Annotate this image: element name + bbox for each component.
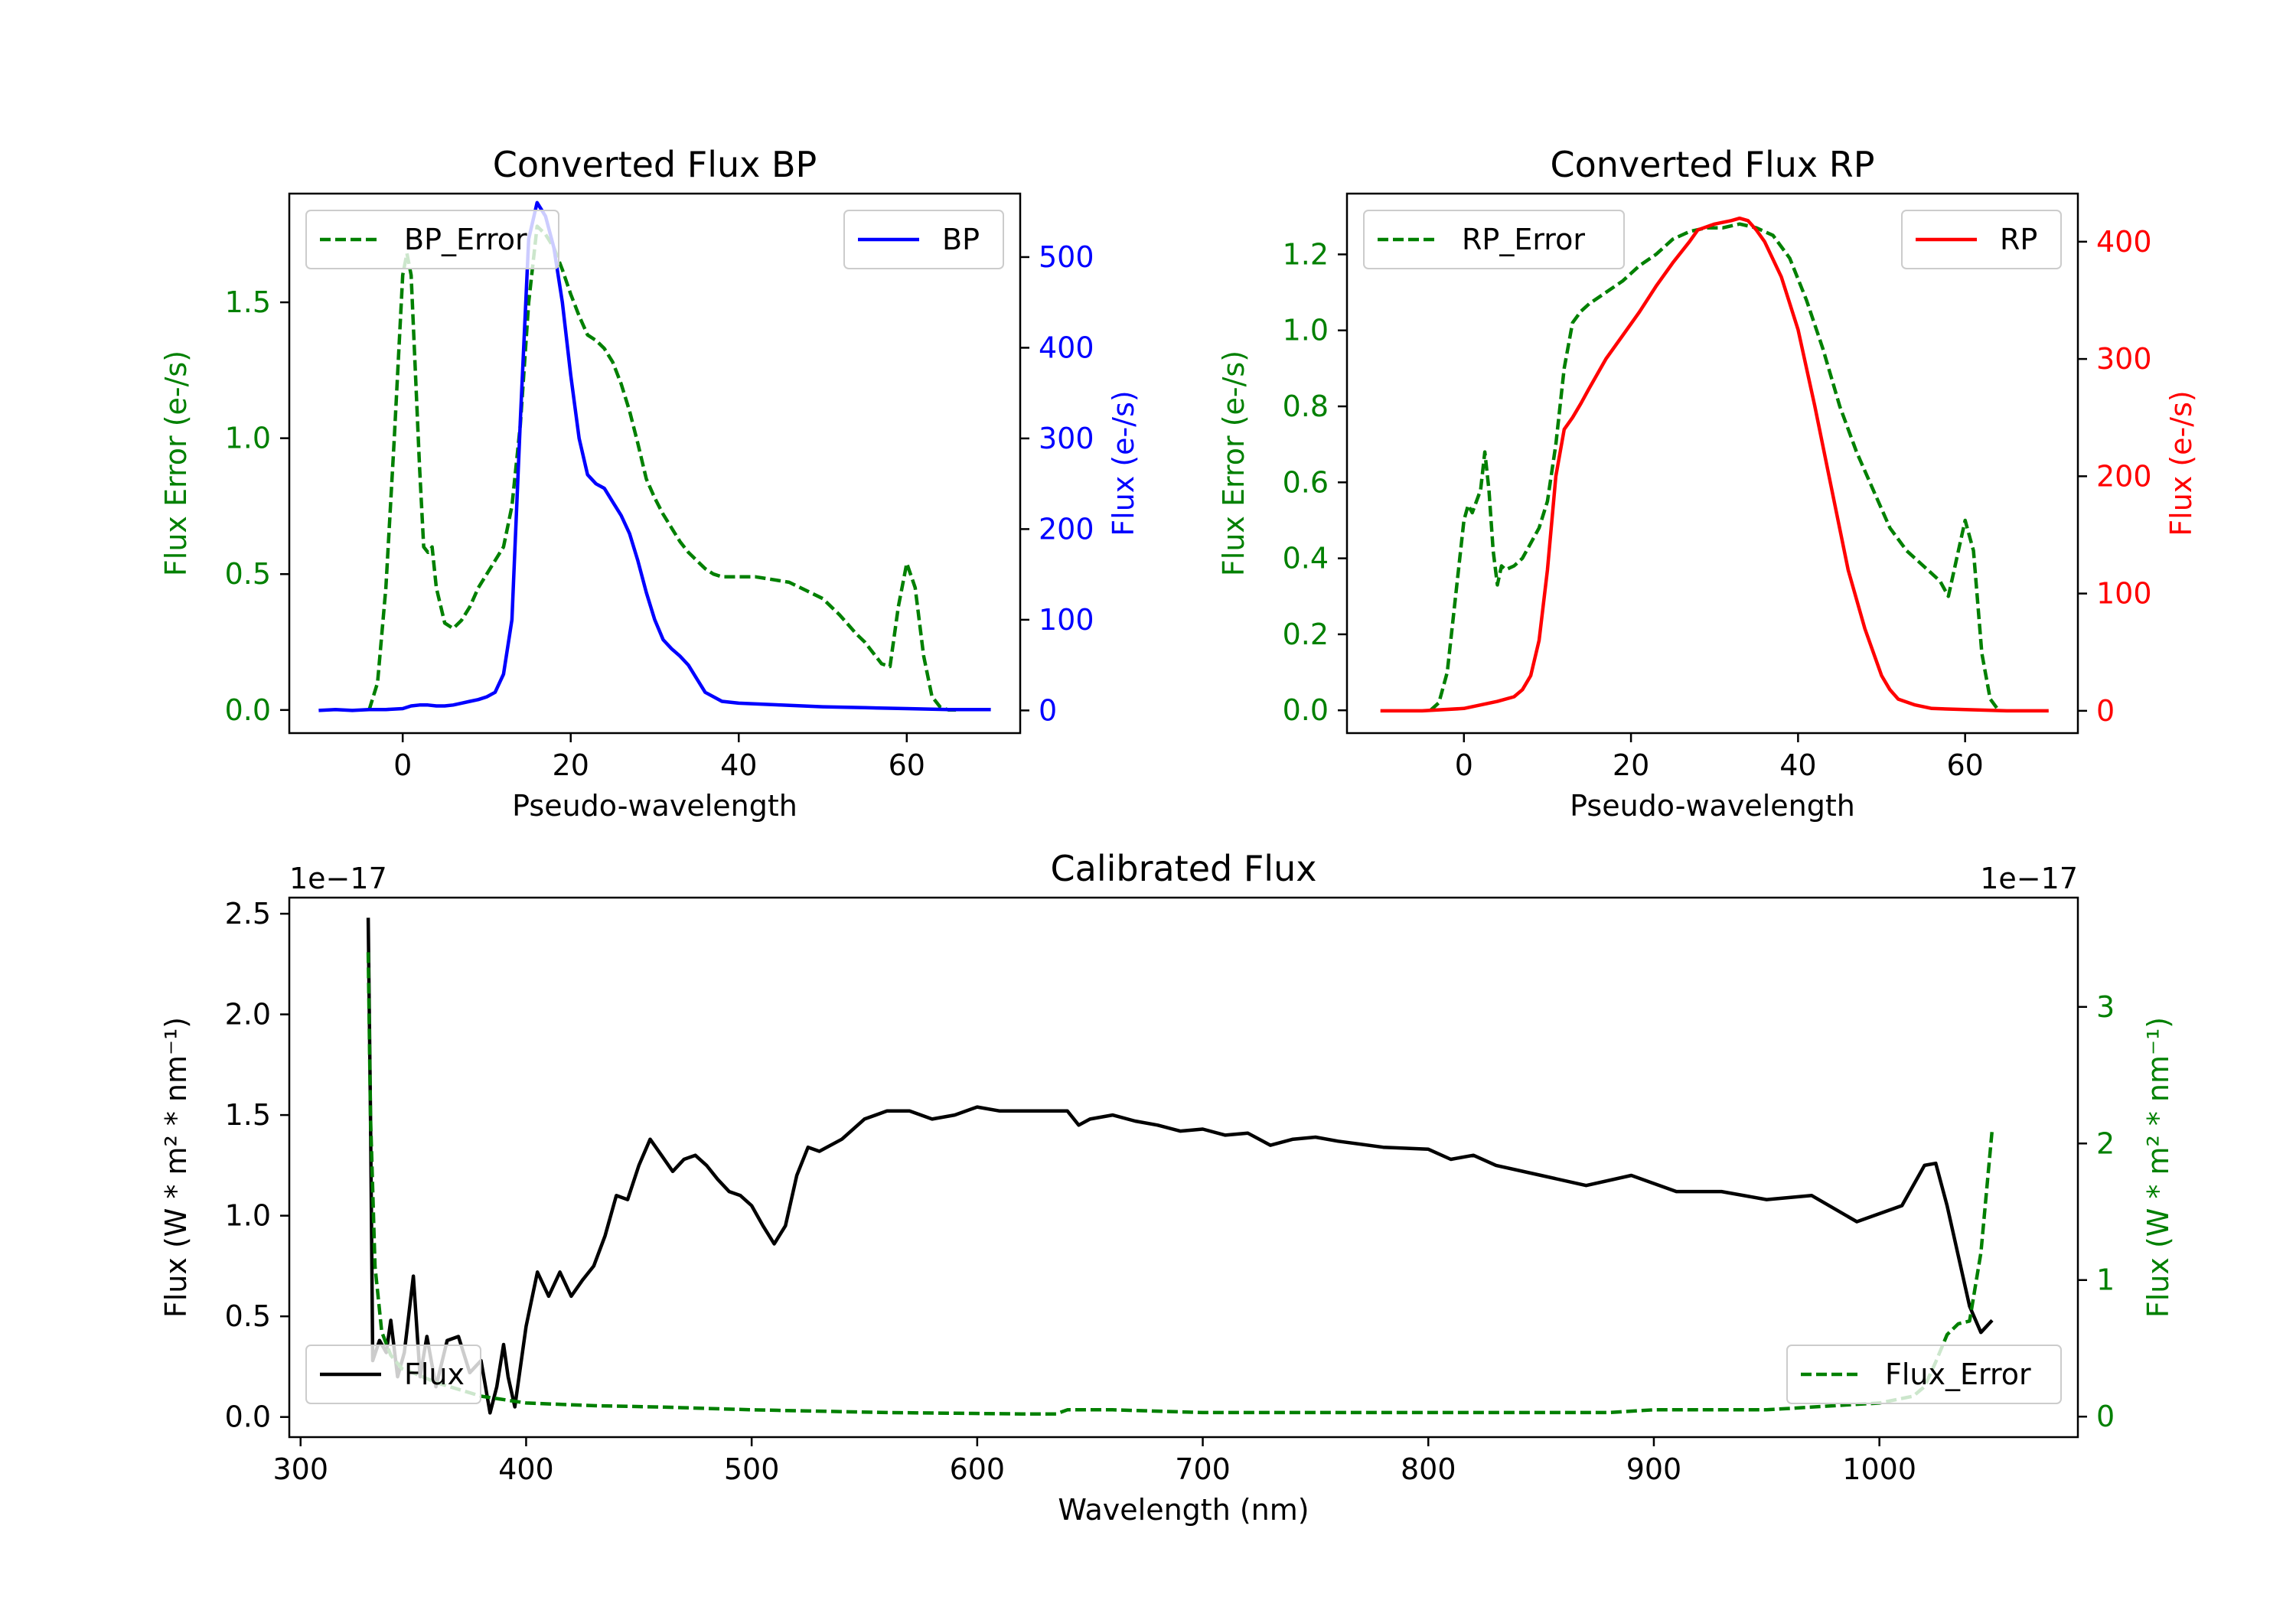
x-tick-label: 400 [498,1452,554,1486]
y-right-tick-label: 200 [1039,512,1094,546]
x-tick-label: 300 [272,1452,328,1486]
y-right-tick-label: 0 [2096,694,2115,728]
series-line-rp [1380,216,2049,713]
y-right-axis-label: Flux (e-/s) [1107,390,1140,536]
x-axis-label: Pseudo-wavelength [512,789,797,823]
x-tick-label: 40 [720,748,757,782]
y-left-tick-label: 0.5 [225,557,271,591]
x-tick-label: 60 [889,748,925,782]
axes-frame [288,192,1022,735]
x-tick-label: 40 [1779,748,1816,782]
chart-title: Calibrated Flux [1051,848,1317,889]
y-right-tick-label: 400 [2096,225,2152,259]
legend-box [1786,1345,2062,1404]
axes-frame [1345,192,2079,735]
series-line-flux-error [366,952,1994,1416]
x-tick-label: 20 [553,748,589,782]
y-left-tick-label: 1.5 [225,1098,271,1132]
legend-right: RP [1901,210,2062,269]
chart-title: Converted Flux RP [1551,144,1875,185]
y-left-axis-label: Flux Error (e-/s) [159,350,193,576]
y-right-tick-label: 400 [1039,331,1094,364]
y-right-tick-label: 1 [2096,1263,2115,1297]
legend-box [1363,210,1625,269]
x-tick-label: 0 [393,748,412,782]
x-tick-label: 0 [1455,748,1473,782]
legend-label: RP_Error [1462,223,1585,256]
legend-label: Flux_Error [1885,1358,2031,1391]
x-tick-label: 800 [1401,1452,1456,1486]
legend-label: Flux [404,1358,465,1391]
y-left-axis-label: Flux Error (e-/s) [1217,350,1251,576]
legend-right: Flux_Error [1786,1345,2062,1404]
legend-box [1901,210,2062,269]
y-right-tick-label: 200 [2096,459,2152,493]
x-tick-label: 700 [1175,1452,1231,1486]
y-left-tick-label: 0.0 [225,1400,271,1434]
y-left-offset-label: 1e−17 [289,862,387,895]
x-tick-label: 60 [1946,748,1983,782]
series-line-rp-error [1429,222,2001,712]
legend-label: BP_Error [404,223,527,256]
y-right-tick-label: 300 [2096,342,2152,376]
series-line-bp [318,200,991,712]
x-tick-label: 900 [1626,1452,1682,1486]
y-right-axis-label: Flux (e-/s) [2164,390,2198,536]
x-tick-label: 1000 [1842,1452,1916,1486]
chart-calibrated: 300 400 500 600 700 800 900 1000 0.0 0.5 1.0 1.5 2.0… [159,848,2175,1527]
y-left-tick-label: 2.0 [225,998,271,1032]
legend-left: RP_Error [1363,210,1625,269]
y-left-tick-label: 1.0 [225,422,271,455]
y-left-axis-label: Flux (W * m² * nm⁻¹) [159,1017,193,1318]
x-axis-label: Pseudo-wavelength [1570,789,1855,823]
y-left-tick-label: 0.0 [225,693,271,727]
series-line-bp-error [367,224,957,712]
y-left-tick-label: 2.5 [225,897,271,931]
legend-box [843,210,1004,269]
y-right-tick-label: 100 [2096,577,2152,611]
y-left-tick-label: 1.5 [225,285,271,319]
series-line-flux [366,918,1994,1415]
y-left-tick-label: 1.0 [1283,314,1329,347]
legend-right: BP [843,210,1004,269]
x-tick-label: 20 [1613,748,1649,782]
y-left-tick-label: 0.6 [1283,465,1329,499]
y-left-tick-label: 1.2 [1283,237,1329,271]
legend-box [305,210,559,269]
y-right-tick-label: 100 [1039,603,1094,637]
y-right-tick-label: 0 [1039,693,1057,727]
y-right-tick-label: 2 [2096,1126,2115,1160]
legend-left: Flux [305,1345,481,1404]
x-tick-label: 500 [724,1452,780,1486]
y-right-tick-label: 500 [1039,240,1094,274]
y-left-tick-label: 0.0 [1283,693,1329,727]
y-right-offset-label: 1e−17 [1980,862,2078,895]
chart-rp: 0 20 40 60 0.0 0.2 0.4 0.6 0.8 1.0 1.2 0 100 200 300 40… [1217,144,2198,823]
chart-title: Converted Flux BP [493,144,817,185]
y-right-axis-label: Flux (W * m² * nm⁻¹) [2141,1017,2175,1318]
y-right-tick-label: 3 [2096,990,2115,1024]
y-right-tick-label: 300 [1039,422,1094,455]
legend-left: BP_Error [305,210,559,269]
legend-box [305,1345,481,1404]
y-left-tick-label: 0.4 [1283,542,1329,575]
y-left-tick-label: 0.8 [1283,390,1329,423]
chart-bp: 0 20 40 60 0.0 0.5 1.0 1.5 0 100 200 300 400 500 Conve… [159,144,1140,823]
y-right-tick-label: 0 [2096,1400,2115,1433]
y-left-tick-label: 1.0 [225,1199,271,1233]
x-tick-label: 600 [950,1452,1006,1486]
legend-label: RP [2000,223,2037,256]
axes-frame [288,896,2079,1439]
y-left-tick-label: 0.5 [225,1299,271,1333]
x-axis-label: Wavelength (nm) [1058,1493,1309,1527]
y-left-tick-label: 0.2 [1283,618,1329,651]
legend-label: BP [942,223,980,256]
